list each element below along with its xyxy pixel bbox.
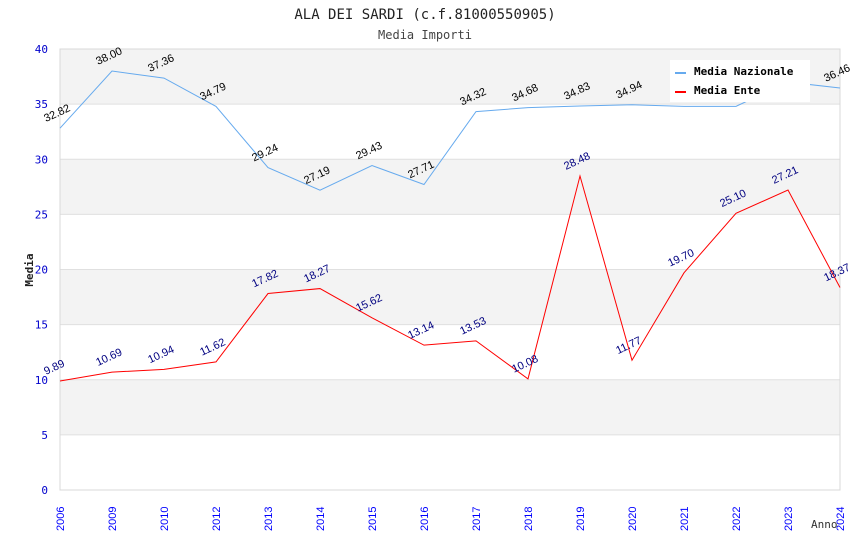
x-tick-label: 2009	[107, 507, 119, 531]
y-tick-label: 30	[35, 153, 48, 166]
chart-title: ALA DEI SARDI (c.f.81000550905)	[294, 7, 555, 23]
x-tick-label: 2021	[679, 507, 691, 531]
grid-band	[60, 379, 840, 435]
x-tick-label: 2006	[55, 507, 67, 531]
y-tick-label: 5	[41, 429, 48, 442]
grid-band	[60, 324, 840, 380]
y-tick-label: 15	[35, 319, 48, 332]
legend-box	[670, 60, 810, 102]
x-tick-label: 2018	[523, 507, 535, 531]
grid-band	[60, 434, 840, 490]
chart-subtitle: Media Importi	[378, 28, 472, 42]
grid-band	[60, 269, 840, 325]
series-line-ente	[59, 174, 841, 382]
x-tick-label: 2019	[575, 507, 587, 531]
y-tick-label: 0	[41, 484, 48, 497]
grid-band	[60, 104, 840, 160]
x-tick-label: 2023	[783, 507, 795, 531]
x-tick-label: 2015	[367, 507, 379, 531]
x-tick-label: 2012	[211, 507, 223, 531]
x-tick-label: 2024	[835, 507, 847, 531]
x-axis-label: Anno	[811, 518, 838, 531]
x-tick-label: 2014	[315, 507, 327, 531]
x-tick-label: 2022	[731, 507, 743, 531]
plot-border	[59, 48, 841, 491]
x-tick-label: 2020	[627, 507, 639, 531]
y-tick-label: 25	[35, 208, 48, 221]
y-tick-label: 10	[35, 374, 48, 387]
legend-label-ente: Media Ente	[694, 84, 761, 97]
x-tick-label: 2017	[471, 507, 483, 531]
series-line-nazionale	[59, 70, 841, 191]
legend-label-nazionale: Media Nazionale	[694, 65, 794, 78]
x-tick-label: 2013	[263, 507, 275, 531]
y-tick-label: 20	[35, 264, 48, 277]
legend: Media Nazionale Media Ente	[670, 60, 810, 102]
grid-band	[60, 214, 840, 270]
grid-band	[60, 159, 840, 215]
y-tick-label: 35	[35, 98, 48, 111]
x-tick-label: 2010	[159, 507, 171, 531]
y-axis-label: Media	[23, 253, 36, 286]
x-tick-label: 2016	[419, 507, 431, 531]
y-tick-label: 40	[35, 43, 48, 56]
